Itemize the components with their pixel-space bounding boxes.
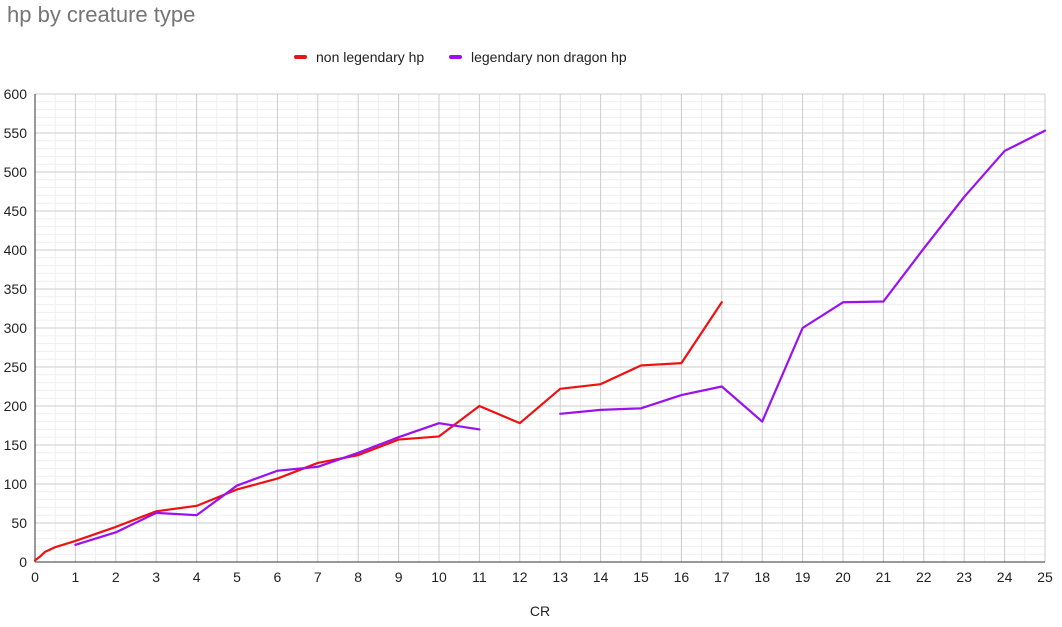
y-tick-labels: 0 50 100 150 200 250 300 350 400 450 500 550 600 — [4, 86, 28, 570]
x-tick-label: 0 — [31, 569, 39, 585]
axes — [34, 94, 1045, 563]
x-tick-label: 8 — [354, 569, 362, 585]
data-point-legendary-non-dragon-hp[interactable] — [676, 390, 686, 400]
data-point-legendary-non-dragon-hp[interactable] — [353, 448, 363, 458]
x-tick-label: 22 — [916, 569, 932, 585]
legend-swatch-non-legendary — [294, 55, 307, 59]
x-tick-label: 13 — [552, 569, 568, 585]
y-tick-label: 400 — [4, 242, 28, 258]
x-tick-label: 6 — [274, 569, 282, 585]
data-point-legendary-non-dragon-hp[interactable] — [272, 466, 282, 476]
data-point-legendary-non-dragon-hp[interactable] — [919, 243, 929, 253]
y-tick-label: 50 — [11, 515, 27, 531]
x-tick-label: 21 — [876, 569, 892, 585]
x-tick-label: 24 — [997, 569, 1013, 585]
y-tick-label: 550 — [4, 125, 28, 141]
x-tick-label: 16 — [674, 569, 690, 585]
data-point-legendary-non-dragon-hp[interactable] — [757, 417, 767, 427]
y-tick-label: 200 — [4, 398, 28, 414]
data-point-legendary-non-dragon-hp[interactable] — [959, 192, 969, 202]
x-tick-label: 15 — [633, 569, 649, 585]
y-tick-label: 300 — [4, 320, 28, 336]
x-tick-label: 2 — [112, 569, 120, 585]
data-point-non-legendary-hp[interactable] — [717, 297, 727, 307]
data-point-legendary-non-dragon-hp[interactable] — [1040, 126, 1050, 136]
x-tick-label: 12 — [512, 569, 528, 585]
data-point-legendary-non-dragon-hp[interactable] — [838, 297, 848, 307]
x-tick-label: 17 — [714, 569, 730, 585]
data-point-legendary-non-dragon-hp[interactable] — [1000, 146, 1010, 156]
x-axis-title: CR — [530, 603, 550, 619]
data-point-legendary-non-dragon-hp[interactable] — [798, 323, 808, 333]
x-tick-label: 5 — [233, 569, 241, 585]
data-point-non-legendary-hp[interactable] — [636, 360, 646, 370]
x-tick-label: 11 — [472, 569, 487, 585]
y-tick-label: 600 — [4, 86, 28, 102]
x-tick-label: 25 — [1037, 569, 1053, 585]
data-point-legendary-non-dragon-hp[interactable] — [111, 527, 121, 537]
data-point-non-legendary-hp[interactable] — [515, 418, 525, 428]
data-point-legendary-non-dragon-hp[interactable] — [555, 409, 565, 419]
y-tick-label: 350 — [4, 281, 28, 297]
data-point-non-legendary-hp[interactable] — [596, 379, 606, 389]
x-tick-label: 19 — [795, 569, 811, 585]
data-point-legendary-non-dragon-hp[interactable] — [878, 296, 888, 306]
data-point-non-legendary-hp[interactable] — [192, 501, 202, 511]
x-tick-labels: 0 1 2 3 4 5 6 7 8 9 10 11 12 13 14 15 16 17 18 19 20 21 22 23 24… — [31, 569, 1053, 585]
x-tick-label: 18 — [754, 569, 770, 585]
x-tick-label: 20 — [835, 569, 851, 585]
x-tick-label: 10 — [431, 569, 447, 585]
legend-swatch-legendary-non-dragon — [449, 55, 462, 59]
legend: non legendary hp legendary non dragon hp — [0, 47, 1062, 67]
legend-item-non-legendary[interactable]: non legendary hp — [294, 47, 424, 67]
data-point-non-legendary-hp[interactable] — [40, 547, 50, 557]
data-point-legendary-non-dragon-hp[interactable] — [151, 508, 161, 518]
data-point-legendary-non-dragon-hp[interactable] — [232, 481, 242, 491]
y-tick-label: 250 — [4, 359, 28, 375]
data-point-non-legendary-hp[interactable] — [434, 431, 444, 441]
data-point-legendary-non-dragon-hp[interactable] — [596, 405, 606, 415]
data-point-non-legendary-hp[interactable] — [50, 542, 60, 552]
data-point-legendary-non-dragon-hp[interactable] — [313, 462, 323, 472]
legend-item-legendary-non-dragon[interactable]: legendary non dragon hp — [449, 47, 627, 67]
data-point-non-legendary-hp[interactable] — [555, 384, 565, 394]
data-point-legendary-non-dragon-hp[interactable] — [434, 418, 444, 428]
data-point-legendary-non-dragon-hp[interactable] — [474, 424, 484, 434]
x-tick-label: 23 — [956, 569, 972, 585]
y-tick-label: 100 — [4, 476, 28, 492]
series-lines — [33, 126, 1050, 562]
data-point-legendary-non-dragon-hp[interactable] — [636, 403, 646, 413]
chart-title: hp by creature type — [7, 2, 196, 27]
data-point-non-legendary-hp[interactable] — [676, 358, 686, 368]
legend-label-legendary-non-dragon: legendary non dragon hp — [471, 49, 627, 65]
series-line-non-legendary-hp-segment-1[interactable] — [33, 301, 723, 562]
x-tick-label: 7 — [314, 569, 322, 585]
data-point-legendary-non-dragon-hp[interactable] — [717, 382, 727, 392]
x-tick-label: 14 — [593, 569, 609, 585]
x-tick-label: 1 — [72, 569, 80, 585]
x-tick-label: 4 — [193, 569, 201, 585]
data-point-legendary-non-dragon-hp[interactable] — [394, 432, 404, 442]
series-line-legendary-non-dragon-hp-segment-2[interactable] — [559, 129, 1047, 423]
y-tick-label: 0 — [19, 554, 27, 570]
x-tick-label: 3 — [152, 569, 160, 585]
y-tick-label: 150 — [4, 437, 28, 453]
series-line-legendary-non-dragon-hp-segment-1[interactable] — [74, 422, 481, 546]
y-tick-label: 500 — [4, 164, 28, 180]
legend-label-non-legendary: non legendary hp — [316, 49, 425, 65]
x-tick-label: 9 — [395, 569, 403, 585]
data-point-legendary-non-dragon-hp[interactable] — [192, 510, 202, 520]
data-point-legendary-non-dragon-hp[interactable] — [70, 540, 80, 550]
data-point-non-legendary-hp[interactable] — [474, 401, 484, 411]
y-tick-label: 450 — [4, 203, 28, 219]
